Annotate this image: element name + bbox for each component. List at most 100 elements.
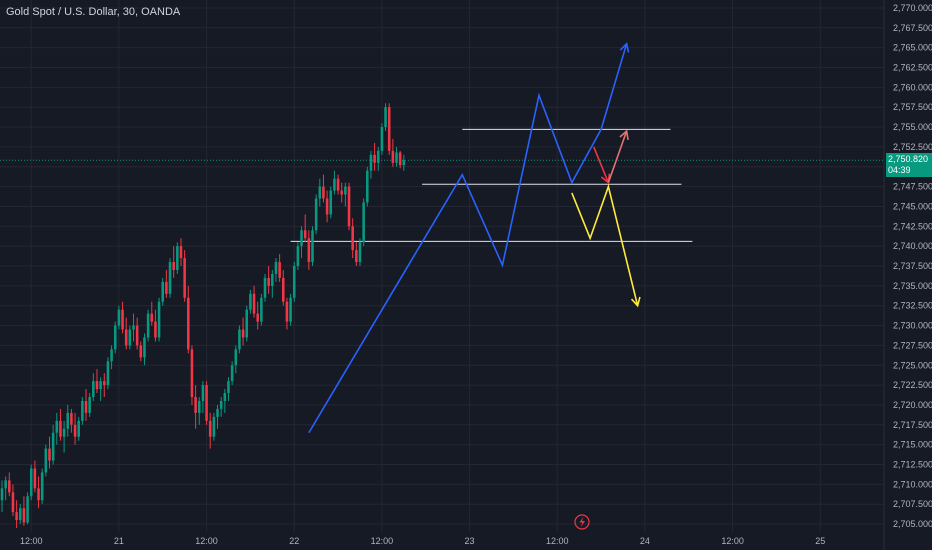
candle-body bbox=[318, 186, 322, 199]
price-axis-label: 2,737.500 bbox=[893, 261, 932, 271]
candle-body bbox=[252, 293, 256, 314]
candle-body bbox=[62, 428, 66, 437]
candle-body bbox=[103, 381, 106, 386]
pink-arrow-head bbox=[619, 129, 629, 141]
candle-body bbox=[351, 226, 354, 251]
candle-body bbox=[278, 262, 281, 278]
yellow-pattern-path bbox=[571, 183, 639, 306]
candle-body bbox=[384, 107, 387, 128]
candle-body bbox=[322, 186, 325, 199]
candle-body bbox=[230, 365, 234, 382]
candle-body bbox=[29, 468, 33, 497]
candle-body bbox=[26, 496, 29, 523]
time-axis-label: 12:00 bbox=[546, 536, 569, 546]
candle-body bbox=[135, 325, 139, 346]
candle-body bbox=[190, 349, 194, 398]
last-price-value: 2,750.820 bbox=[888, 154, 929, 165]
candle-body bbox=[234, 349, 238, 366]
candle-body bbox=[81, 400, 84, 421]
candle-body bbox=[139, 345, 143, 358]
price-axis-label: 2,707.500 bbox=[893, 499, 932, 509]
candle-body bbox=[48, 448, 51, 461]
candle-body bbox=[227, 381, 230, 394]
candle-body bbox=[274, 262, 278, 274]
candle-body bbox=[256, 313, 259, 322]
price-axis-label: 2,720.000 bbox=[893, 400, 932, 410]
candle-body bbox=[187, 297, 190, 350]
candle-body bbox=[311, 230, 314, 263]
price-axis-label: 2,757.500 bbox=[893, 102, 932, 112]
time-axis-label: 22 bbox=[289, 536, 299, 546]
candle-body bbox=[88, 397, 91, 413]
candle-body bbox=[325, 198, 329, 215]
candle-body bbox=[0, 488, 4, 501]
candle-body bbox=[77, 420, 80, 437]
candle-body bbox=[373, 154, 376, 163]
price-axis-label: 2,710.000 bbox=[893, 479, 932, 489]
candle-body bbox=[355, 250, 358, 263]
candle-body bbox=[95, 381, 99, 390]
lightning-icon[interactable] bbox=[574, 514, 590, 530]
candle-body bbox=[219, 400, 223, 409]
chart-title: Gold Spot / U.S. Dollar, 30, OANDA bbox=[6, 6, 181, 18]
time-axis-label: 12:00 bbox=[721, 536, 744, 546]
pink-pattern-path bbox=[607, 130, 628, 183]
candle-body bbox=[157, 301, 161, 338]
candle-body bbox=[285, 301, 289, 322]
candle-body bbox=[249, 293, 252, 310]
candle-body bbox=[8, 480, 11, 493]
candle-body bbox=[205, 385, 208, 421]
candles bbox=[0, 103, 406, 529]
candle-body bbox=[260, 297, 263, 322]
candle-body bbox=[128, 329, 132, 346]
price-axis-label: 2,760.000 bbox=[893, 82, 932, 92]
candle-body bbox=[329, 190, 333, 215]
candle-body bbox=[143, 337, 146, 358]
candle-body bbox=[238, 329, 241, 350]
time-axis[interactable]: 12:00 21 12:00 22 12:00 23 12:00 24 12:00 25 bbox=[20, 536, 825, 546]
candle-body bbox=[22, 508, 26, 523]
price-axis-label: 2,740.000 bbox=[893, 241, 932, 251]
price-axis-label: 2,752.500 bbox=[893, 142, 932, 152]
candle-body bbox=[344, 186, 347, 195]
candle-body bbox=[154, 321, 157, 338]
price-axis-label: 2,735.000 bbox=[893, 281, 932, 291]
candle-body bbox=[307, 238, 311, 263]
candle-body bbox=[369, 154, 373, 171]
candle-body bbox=[172, 262, 175, 270]
candle-body bbox=[150, 313, 154, 322]
price-axis-label: 2,727.500 bbox=[893, 340, 932, 350]
candle-body bbox=[263, 277, 267, 298]
candle-body bbox=[99, 381, 102, 390]
price-axis-label: 2,732.500 bbox=[893, 301, 932, 311]
price-axis-label: 2,742.500 bbox=[893, 221, 932, 231]
candle-body bbox=[176, 246, 179, 270]
candle-body bbox=[183, 258, 186, 298]
candle-body bbox=[281, 277, 285, 302]
price-axis[interactable]: 2,705.000 2,707.500 2,710.000 2,712.500 2,71… bbox=[893, 3, 932, 529]
price-axis-label: 2,747.500 bbox=[893, 182, 932, 192]
candle-body bbox=[201, 385, 205, 401]
candle-body bbox=[216, 408, 219, 417]
candle-body bbox=[168, 262, 172, 294]
candle-body bbox=[271, 273, 274, 286]
candle-body bbox=[402, 160, 406, 166]
last-price-tag: 2,750.820 04:39 bbox=[886, 153, 932, 178]
price-axis-label: 2,755.000 bbox=[893, 122, 932, 132]
time-axis-label: 12:00 bbox=[20, 536, 43, 546]
candle-body bbox=[303, 230, 307, 239]
candle-body bbox=[241, 329, 245, 338]
candle-body bbox=[387, 107, 391, 151]
candle-body bbox=[395, 152, 398, 163]
candle-body bbox=[208, 420, 212, 437]
candle-body bbox=[314, 198, 318, 231]
candle-body bbox=[4, 480, 7, 489]
price-axis-label: 2,765.000 bbox=[893, 43, 932, 53]
candle-body bbox=[66, 412, 70, 429]
candle-body bbox=[347, 186, 351, 227]
candle-body bbox=[340, 190, 343, 195]
candle-body bbox=[197, 400, 201, 413]
candle-body bbox=[380, 127, 384, 151]
candle-body bbox=[70, 412, 73, 425]
